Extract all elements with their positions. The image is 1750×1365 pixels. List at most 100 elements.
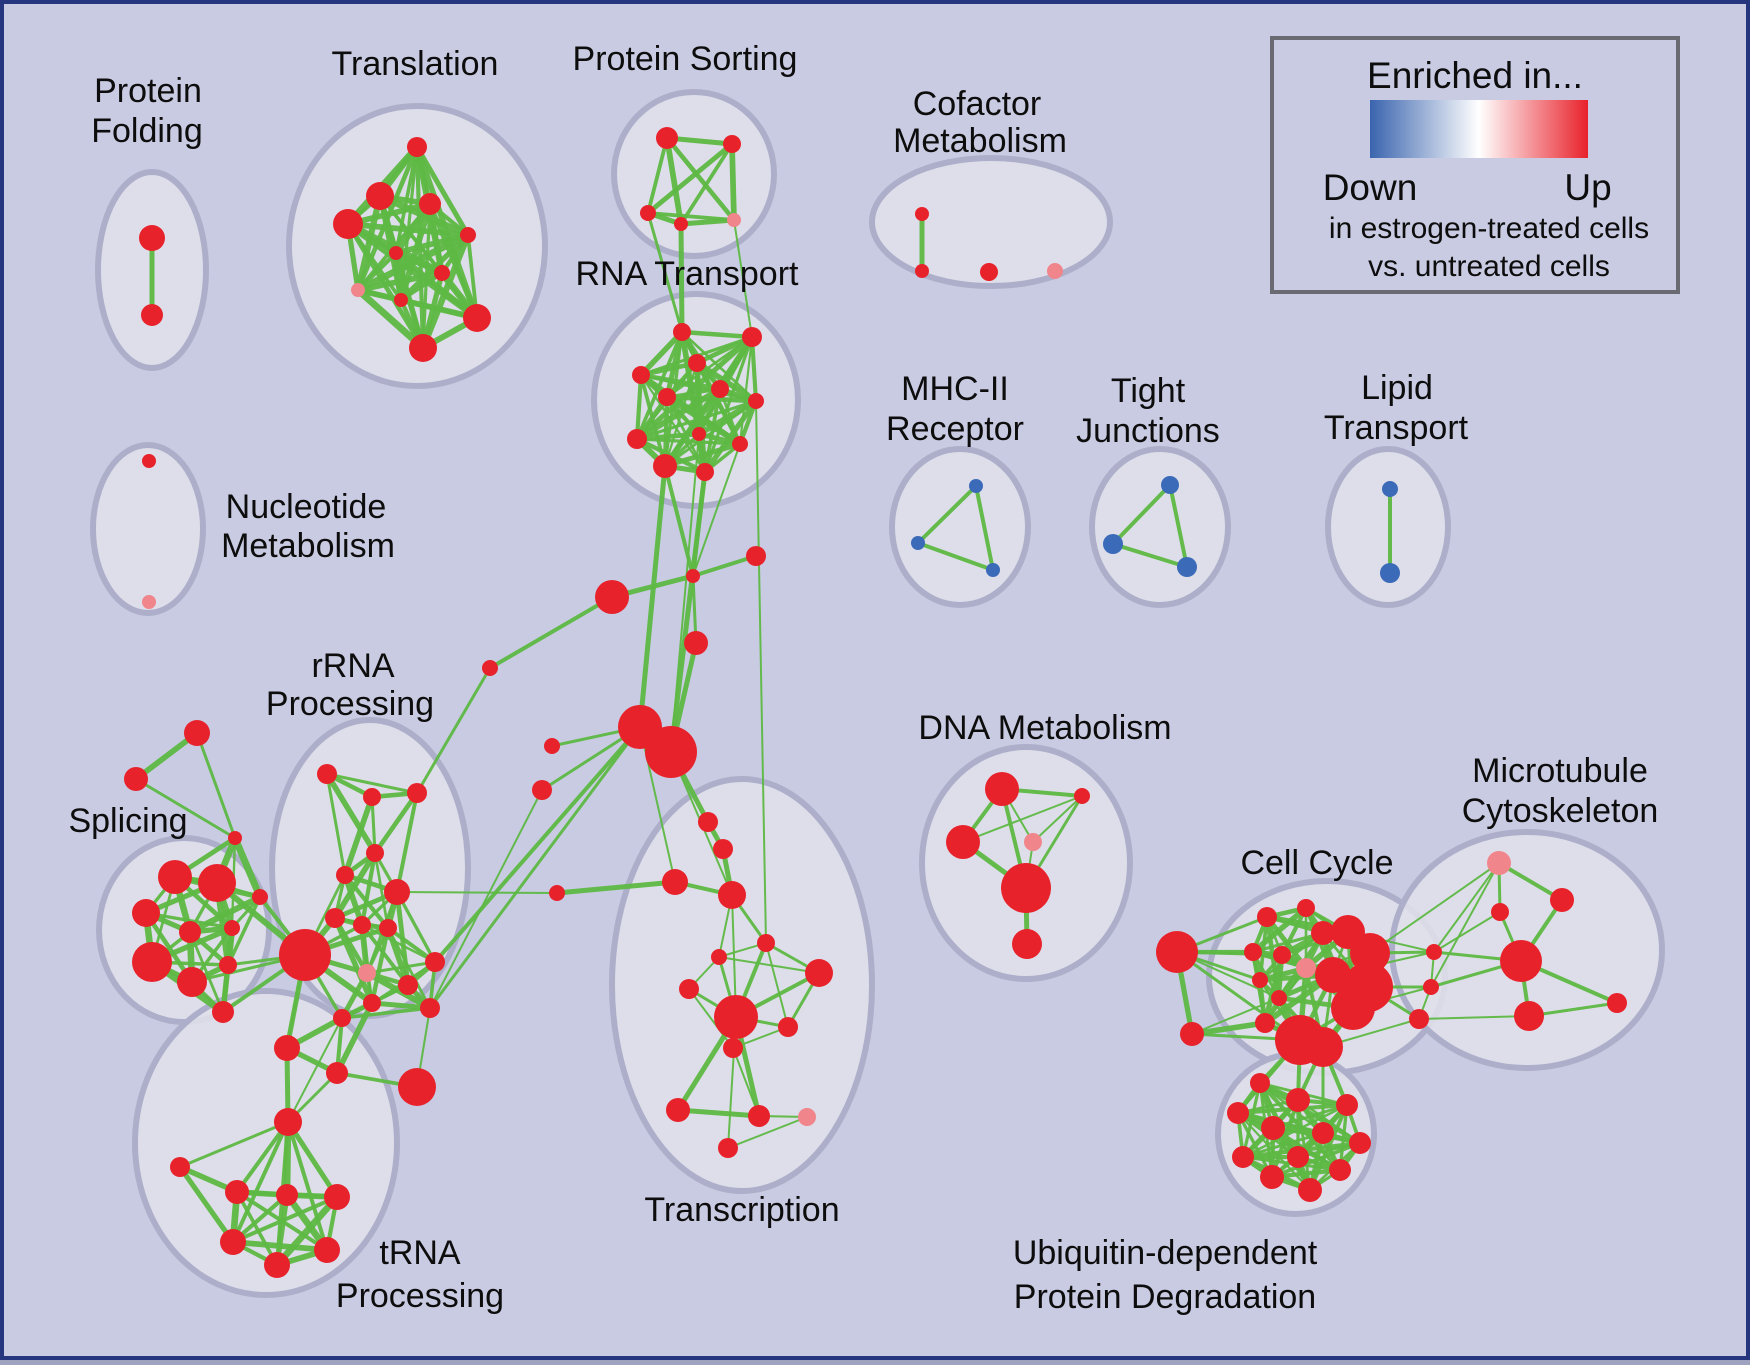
node-translation-6 (434, 265, 450, 281)
edge-rrna (395, 890, 437, 964)
edge-splicing (186, 893, 264, 936)
node-dna-2 (946, 825, 980, 859)
cluster-label-protein_folding: Folding (91, 112, 203, 150)
edge-rna_transport-transcription (755, 400, 767, 944)
node-transcription-11 (666, 1098, 690, 1122)
edge-cell_cycle (1175, 950, 1302, 1042)
node-trna-0 (274, 1108, 302, 1136)
node-splicing-2 (132, 899, 160, 927)
edge-rna_transport (635, 399, 758, 441)
cluster-label-cofactor: Cofactor (913, 85, 1042, 123)
edge-dna (1032, 795, 1083, 843)
cluster-label-transcription: Transcription (644, 1191, 839, 1229)
edge-rrna (369, 925, 391, 1006)
node-protein_sorting-3 (674, 217, 688, 231)
node-transcription-14 (718, 1138, 738, 1158)
edge-cell_cycle (1191, 997, 1280, 1035)
node-ubiquitin-2 (1336, 1094, 1358, 1116)
node-translation-8 (394, 293, 408, 307)
edge-connectors-rrna (396, 891, 558, 894)
node-ubiquitin-6 (1349, 1132, 1371, 1154)
edge-rna_transport (663, 399, 758, 468)
edge-rna_transport (638, 360, 700, 378)
node-transcription-8 (714, 995, 758, 1039)
edge-rrna (373, 851, 390, 930)
edge-translation (427, 201, 480, 321)
node-transcription-2 (662, 869, 688, 895)
node-cofactor-2 (980, 263, 998, 281)
label-layer: ProteinFoldingNucleotideMetabolismTransl… (68, 40, 1658, 1316)
edge-connectors (488, 595, 614, 670)
node-mhc2-1 (911, 536, 925, 550)
node-rna_transport-0 (673, 323, 691, 341)
node-ubiquitin-10 (1260, 1165, 1284, 1189)
edge-rrna (395, 791, 419, 894)
edge-protein_sorting (664, 135, 737, 223)
edge-rrna (340, 1006, 432, 1020)
cluster-label-mhc2: Receptor (886, 410, 1024, 448)
edge-splicing (144, 911, 234, 930)
node-nucleotide-0 (142, 454, 156, 468)
edge-rrna (342, 794, 375, 878)
edge-translation (355, 270, 445, 293)
node-rna_transport-4 (711, 380, 729, 398)
cluster-ellipse-mhc2 (889, 446, 1031, 608)
node-ubiquitin-8 (1287, 1146, 1309, 1168)
node-cell_cycle-6 (1296, 958, 1316, 978)
edge-rna_transport-connectors (692, 443, 741, 577)
edge-translation (345, 221, 471, 238)
node-trna-5 (220, 1229, 246, 1255)
node-cell_cycle-14 (1350, 933, 1390, 973)
node-cell_cycle-15 (1343, 962, 1393, 1012)
cluster-ellipse-cofactor (869, 155, 1113, 289)
edge-microtubule (1497, 861, 1564, 902)
cluster-label-protein_sorting: Protein Sorting (573, 40, 798, 78)
node-rna_transport-9 (732, 436, 748, 452)
node-tight-0 (1161, 476, 1179, 494)
node-splicing-1 (198, 864, 236, 902)
node-connectors-4 (482, 660, 498, 676)
node-rrna-13 (420, 998, 440, 1018)
node-protein_folding-1 (141, 304, 163, 326)
node-cell_cycle-17 (1180, 1022, 1204, 1046)
edge-connectors-rrna (428, 725, 642, 1010)
node-protein_sorting-4 (727, 213, 741, 227)
node-mhc2-0 (969, 479, 983, 493)
node-translation-3 (333, 209, 363, 239)
node-cofactor-3 (1047, 263, 1063, 279)
edge-ubiquitin (1241, 1131, 1325, 1159)
edge-rna_transport (634, 372, 644, 442)
edge-translation (398, 270, 445, 303)
node-rrna-2 (407, 783, 427, 803)
edge-rrna (325, 772, 419, 795)
edge-rrna (359, 850, 378, 928)
node-connectors-9 (549, 885, 565, 901)
node-ubiquitin-3 (1227, 1102, 1249, 1124)
cluster-label-ubiquitin: Protein Degradation (1014, 1278, 1316, 1316)
node-rna_transport-11 (696, 463, 714, 481)
node-rrna-14 (398, 975, 418, 995)
node-ubiquitin-1 (1286, 1088, 1310, 1112)
edge-protein_sorting-rna_transport (646, 211, 684, 334)
node-cell_cycle-8 (1315, 957, 1351, 993)
edge-cell_cycle-microtubule (1369, 862, 1500, 954)
node-rrna-9 (279, 929, 331, 981)
node-dna-1 (1074, 788, 1090, 804)
node-connectors-0 (686, 569, 700, 583)
node-transcription-3 (718, 881, 746, 909)
edge-rna_transport (738, 335, 754, 446)
node-ubiquitin-4 (1261, 1116, 1285, 1140)
edge-connectors-rrna (433, 725, 642, 964)
node-cell_cycle-5 (1273, 946, 1291, 964)
cluster-label-lipid: Lipid (1361, 369, 1433, 407)
node-cell_cycle-0 (1257, 907, 1277, 927)
edge-rna_transport (664, 394, 743, 447)
edge-rrna (324, 771, 378, 856)
edge-trna (177, 1164, 236, 1245)
edge-rna_transport (694, 360, 759, 404)
cluster-label-translation: Translation (332, 45, 499, 83)
edge-microtubule (1430, 862, 1500, 988)
node-rrna-18 (326, 1062, 348, 1084)
node-microtubule-7 (1423, 979, 1439, 995)
edge-protein_sorting (646, 136, 669, 215)
